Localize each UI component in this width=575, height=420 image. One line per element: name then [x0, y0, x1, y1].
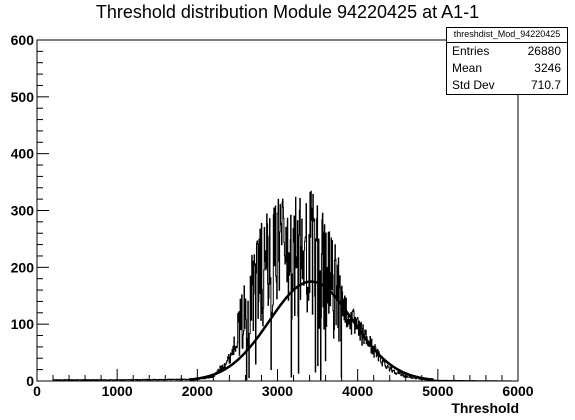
chart-title: Threshold distribution Module 94220425 a…	[95, 2, 480, 22]
stats-box: threshdist_Mod_94220425 Entries 26880 Me…	[446, 27, 568, 95]
y-tick-label: 300	[11, 203, 35, 219]
stddev-label: Std Dev	[452, 78, 495, 92]
y-tick-label: 0	[26, 373, 34, 389]
stddev-value: 710.7	[530, 78, 561, 92]
x-tick-label: 1000	[102, 383, 133, 399]
y-tick-label: 600	[11, 32, 35, 48]
gaussian-fit-line	[189, 280, 434, 381]
x-axis-label: Threshold	[451, 400, 519, 416]
x-tick-label: 2000	[182, 383, 213, 399]
mean-value: 3246	[534, 61, 561, 75]
histogram-series	[53, 190, 519, 382]
histogram-line	[53, 190, 519, 382]
y-tick-label: 400	[11, 146, 35, 162]
mean-label: Mean	[452, 61, 483, 75]
x-tick-label: 6000	[502, 383, 533, 399]
x-tick-label: 4000	[342, 383, 373, 399]
x-tick-label: 3000	[262, 383, 293, 399]
y-tick-label: 100	[11, 316, 35, 332]
x-tick-label: 0	[33, 383, 41, 399]
y-tick-label: 500	[11, 89, 35, 105]
stats-row-mean: Mean 3246	[447, 60, 567, 77]
y-tick-label: 200	[11, 259, 35, 275]
stats-box-title: threshdist_Mod_94220425	[447, 28, 567, 43]
entries-label: Entries	[452, 44, 490, 58]
x-tick-label: 5000	[422, 383, 453, 399]
stats-row-stddev: Std Dev 710.7	[447, 77, 567, 94]
stats-row-entries: Entries 26880	[447, 43, 567, 60]
gaussian-fit	[189, 280, 434, 381]
entries-value: 26880	[527, 44, 561, 58]
